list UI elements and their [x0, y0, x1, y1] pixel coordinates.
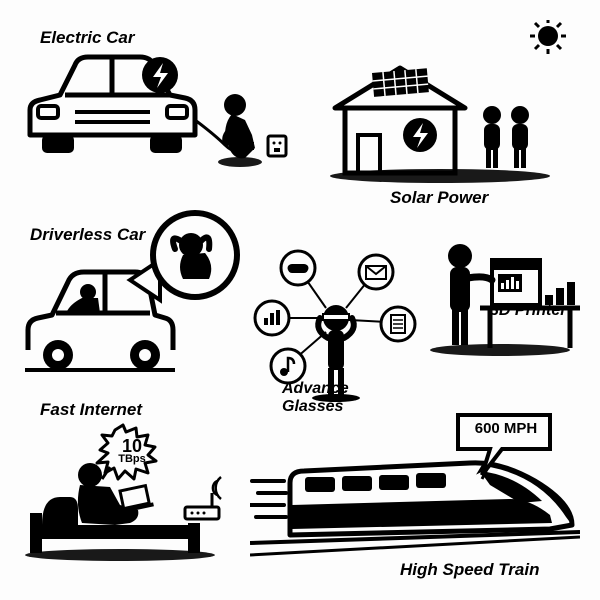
panel-fast-internet: 10 TBps — [20, 405, 250, 565]
panel-solar-power — [320, 20, 580, 195]
label-solar-power: Solar Power — [390, 188, 488, 208]
panel-high-speed-train: 600 MPH — [250, 405, 580, 570]
panel-electric-car — [20, 40, 290, 195]
solar-power-icon — [320, 20, 580, 195]
train-speed-badge: 600 MPH — [466, 421, 546, 437]
label-driverless-car: Driverless Car — [30, 225, 145, 245]
label-high-speed-train: High Speed Train — [400, 560, 540, 580]
label-electric-car: Electric Car — [40, 28, 135, 48]
fast-internet-icon — [20, 405, 250, 565]
internet-speed-badge: 10 TBps — [112, 437, 152, 465]
internet-speed-unit: TBps — [112, 454, 152, 466]
label-fast-internet: Fast Internet — [40, 400, 142, 420]
label-3d-printer: 3D Printer — [490, 302, 566, 320]
label-advance-glasses-l1: Advance — [282, 380, 349, 397]
electric-car-icon — [20, 40, 290, 195]
